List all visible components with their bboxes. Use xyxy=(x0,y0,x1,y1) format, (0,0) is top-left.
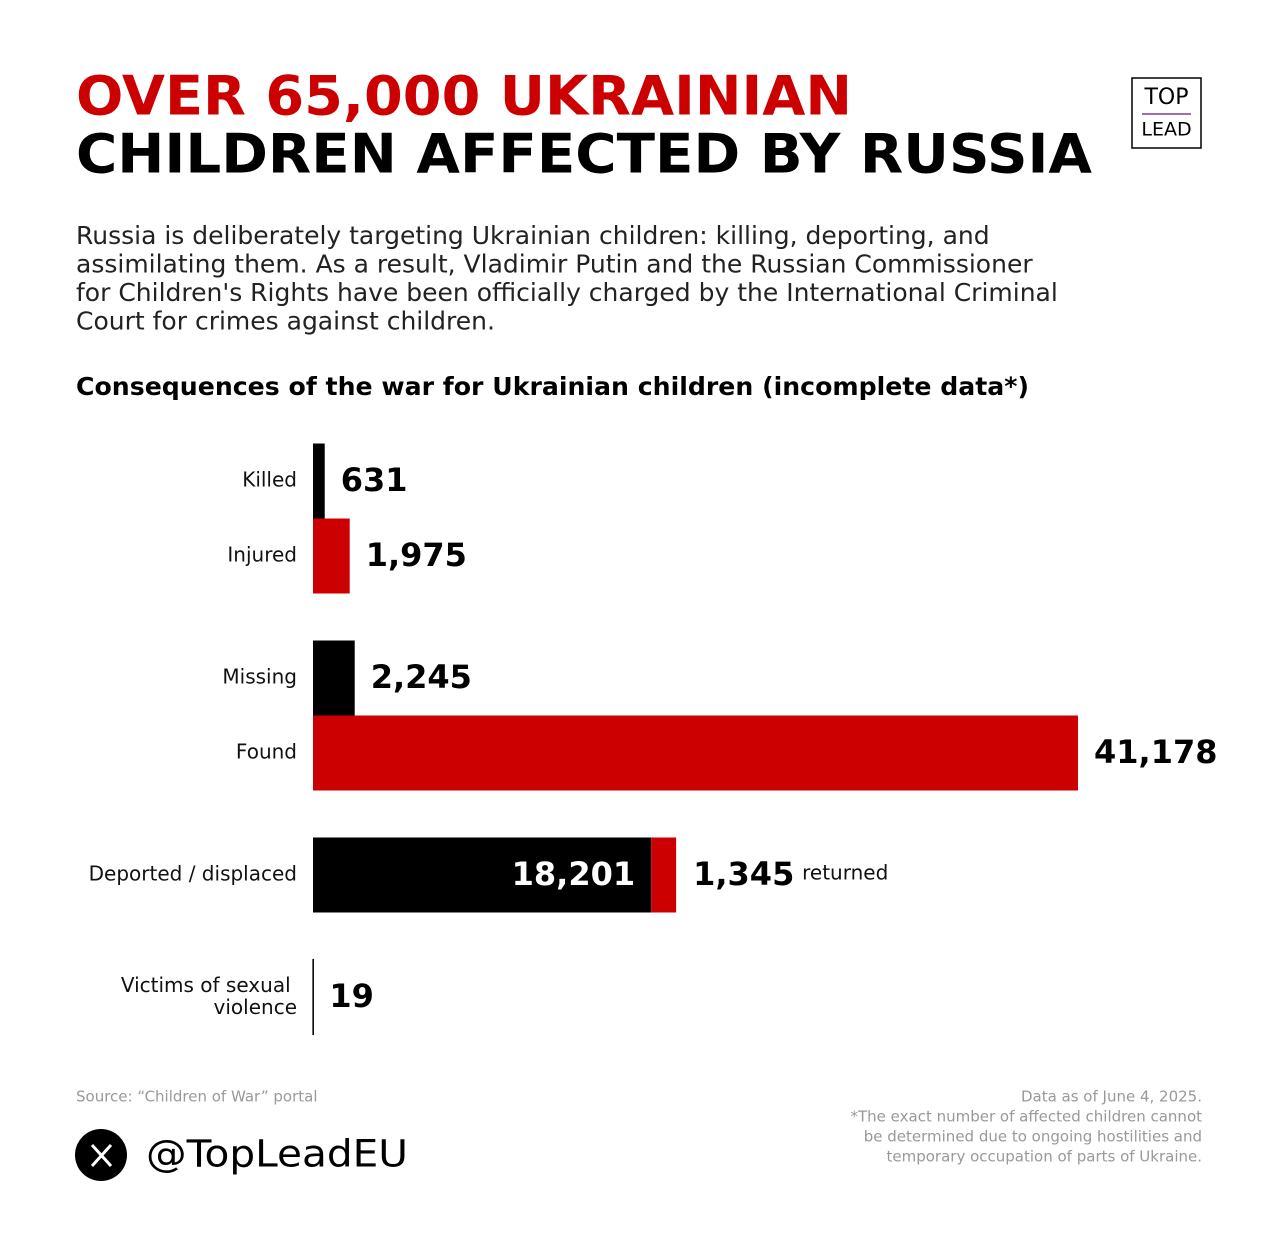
value-label: 631 xyxy=(341,461,408,499)
description-line: for Children's Rights have been official… xyxy=(76,278,1058,307)
logo: TOP LEAD xyxy=(1131,77,1202,149)
category-label: Deported / displaced xyxy=(89,862,297,886)
description-line: Court for crimes against children. xyxy=(76,307,495,336)
bar xyxy=(313,518,350,594)
bar xyxy=(313,443,325,519)
logo-top: TOP xyxy=(1143,85,1188,110)
category-label: Injured xyxy=(227,543,297,567)
description: Russia is deliberately targeting Ukraini… xyxy=(76,221,1058,336)
footnote-line: be determined due to ongoing hostilities… xyxy=(864,1128,1202,1146)
category-label: Found xyxy=(236,740,297,764)
category-label: Killed xyxy=(242,468,297,492)
value-label: 19 xyxy=(329,977,374,1015)
footnote-line: temporary occupation of parts of Ukraine… xyxy=(887,1148,1202,1166)
source: Source: “Children of War” portal xyxy=(76,1088,318,1106)
category-label: Victims of sexual violence xyxy=(121,973,297,1019)
footnote-line: *The exact number of affected children c… xyxy=(851,1108,1203,1126)
logo-bottom: LEAD xyxy=(1141,119,1191,141)
bar-chart: Killed 631 Injured 1,975 Missing 2,245 Found 41… xyxy=(89,443,1217,1036)
series-label: returned xyxy=(802,861,888,885)
footnote-line: Data as of June 4, 2025. xyxy=(1021,1088,1202,1106)
title-line-1: OVER 65,000 UKRAINIAN xyxy=(76,65,852,128)
value-label: 1,345 xyxy=(693,855,794,893)
x-glyph xyxy=(90,1143,113,1168)
chart-title: Consequences of the war for Ukrainian ch… xyxy=(76,372,1029,401)
footnotes: Data as of June 4, 2025. *The exact numbe… xyxy=(851,1088,1203,1166)
value-label: 1,975 xyxy=(366,536,467,574)
x-logo xyxy=(75,1129,127,1181)
bar xyxy=(313,640,355,716)
bar-segment xyxy=(651,837,677,913)
bar xyxy=(313,715,1078,791)
category-label: Missing xyxy=(222,665,297,689)
logo-frame xyxy=(1131,77,1202,149)
title-line-2: CHILDREN AFFECTED BY RUSSIA xyxy=(76,123,1092,186)
bar xyxy=(313,837,652,913)
value-label: 41,178 xyxy=(1094,733,1217,771)
description-line: assimilating them. As a result, Vladimir… xyxy=(76,250,1033,279)
value-label: 18,201 xyxy=(512,855,635,893)
description-line: Russia is deliberately targeting Ukraini… xyxy=(76,221,990,250)
value-label: 2,245 xyxy=(371,658,472,696)
handle: @TopLeadEU xyxy=(146,1133,408,1176)
